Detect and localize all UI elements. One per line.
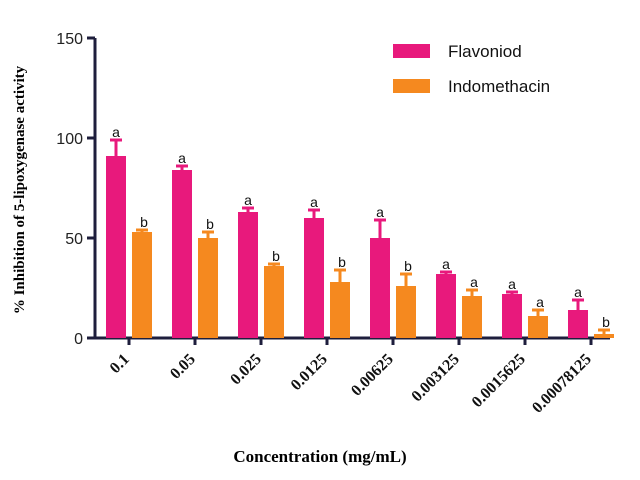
bar [106,156,126,338]
significance-label: b [338,254,346,270]
y-tick-label: 0 [74,331,83,348]
x-axis-label: Concentration (mg/mL) [233,447,406,466]
bar [502,294,522,338]
significance-label: a [310,194,318,210]
significance-label: b [272,248,280,264]
bar [594,334,614,338]
y-tick-label: 100 [56,131,83,148]
significance-label: a [508,276,516,292]
bar [528,316,548,338]
bar [330,282,350,338]
legend-swatch [393,44,430,58]
significance-label: a [536,294,544,310]
bar [132,232,152,338]
x-tick-label: 0.00625 [348,351,397,400]
x-tick-label: 0.0015625 [469,351,529,411]
significance-label: a [470,274,478,290]
significance-label: a [442,256,450,272]
bar [462,296,482,338]
y-tick-label: 150 [56,31,83,48]
significance-label: a [178,150,186,166]
legend-label: Flavoniod [448,42,522,61]
significance-label: b [140,214,148,230]
bar [370,238,390,338]
legend-swatch [393,79,430,93]
bar [396,286,416,338]
significance-label: a [112,124,120,140]
x-tick-label: 0.05 [167,351,199,383]
significance-label: b [404,258,412,274]
bar [568,310,588,338]
x-tick-label: 0.00078125 [529,351,595,417]
bar [172,170,192,338]
legend-label: Indomethacin [448,77,550,96]
bar [304,218,324,338]
x-tick-label: 0.003125 [408,351,462,405]
significance-label: b [602,314,610,330]
y-tick-label: 50 [65,231,83,248]
bar [264,266,284,338]
bar [198,238,218,338]
x-tick-label: 0.1 [107,351,133,377]
bar [238,212,258,338]
significance-label: a [574,284,582,300]
y-axis-label: % Inhibition of 5-lipoxygenase activity [12,65,28,314]
significance-label: b [206,216,214,232]
x-tick-label: 0.025 [227,351,264,388]
bar [436,274,456,338]
x-tick-label: 0.0125 [288,351,331,394]
significance-label: a [376,204,384,220]
significance-label: a [244,192,252,208]
